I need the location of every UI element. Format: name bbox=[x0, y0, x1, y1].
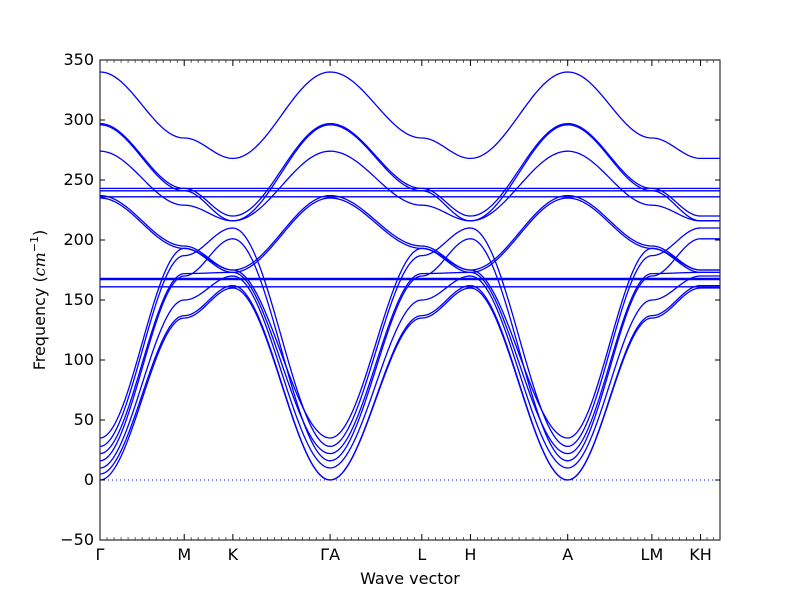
y-axis-title-close: ) bbox=[30, 230, 49, 236]
y-tick-label: 350 bbox=[63, 50, 94, 69]
x-tick-label: KH bbox=[689, 545, 712, 564]
y-tick-label: 250 bbox=[63, 170, 94, 189]
x-tick-label: ΓA bbox=[320, 545, 340, 564]
band-line-12 bbox=[99, 194, 720, 271]
x-tick-label: LM bbox=[641, 545, 664, 564]
band-line-6 bbox=[99, 227, 720, 448]
y-tick-label: −50 bbox=[60, 530, 94, 549]
tick-marks bbox=[99, 59, 720, 541]
x-tick-label: Γ bbox=[96, 545, 105, 564]
band-line-5 bbox=[99, 271, 720, 455]
band-line-3 bbox=[99, 275, 720, 469]
band-line-11 bbox=[99, 197, 720, 274]
y-tick-labels: −50 0 50 100 150 200 250 300 350 bbox=[60, 50, 94, 549]
x-tick-label: K bbox=[228, 545, 239, 564]
x-tick-label: L bbox=[417, 545, 426, 564]
band-line-2 bbox=[99, 284, 720, 481]
x-tick-labels: Γ M K ΓA L H A LM KH bbox=[96, 545, 712, 564]
y-tick-label: 150 bbox=[63, 290, 94, 309]
y-tick-label: 0 bbox=[84, 470, 94, 489]
y-tick-label: 300 bbox=[63, 110, 94, 129]
y-axis-title: Frequency (cm−1) bbox=[28, 230, 49, 371]
band-line-16 bbox=[99, 150, 720, 222]
band-line-7 bbox=[99, 247, 720, 439]
y-tick-label: 50 bbox=[74, 410, 94, 429]
plot-area bbox=[99, 59, 721, 541]
band-line-17 bbox=[99, 124, 720, 222]
band-line-19 bbox=[99, 71, 720, 160]
y-axis-title-exponent: −1 bbox=[28, 236, 41, 252]
x-axis-title: Wave vector bbox=[360, 569, 460, 588]
band-line-1 bbox=[99, 287, 720, 481]
y-axis-title-main: Frequency ( bbox=[30, 276, 49, 370]
x-tick-label: A bbox=[562, 545, 573, 564]
minor-tick-marks bbox=[106, 60, 714, 540]
series-lines bbox=[99, 71, 720, 481]
y-axis-title-unit: cm bbox=[30, 252, 49, 276]
band-line-18 bbox=[99, 122, 720, 217]
x-tick-label: H bbox=[464, 545, 476, 564]
y-tick-label: 100 bbox=[63, 350, 94, 369]
y-tick-label: 200 bbox=[63, 230, 94, 249]
x-tick-label: M bbox=[177, 545, 191, 564]
